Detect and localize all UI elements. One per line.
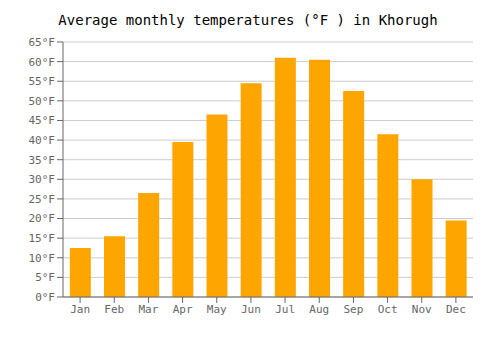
svg-text:15°F: 15°F <box>29 232 56 245</box>
svg-text:55°F: 55°F <box>29 75 56 88</box>
svg-text:Apr: Apr <box>173 303 193 316</box>
svg-text:50°F: 50°F <box>29 95 56 108</box>
svg-text:40°F: 40°F <box>29 134 56 147</box>
svg-text:Oct: Oct <box>378 303 398 316</box>
svg-text:25°F: 25°F <box>29 193 56 206</box>
svg-text:60°F: 60°F <box>29 56 56 69</box>
svg-text:5°F: 5°F <box>35 271 55 284</box>
svg-text:Jan: Jan <box>70 303 90 316</box>
svg-text:20°F: 20°F <box>29 212 56 225</box>
svg-text:10°F: 10°F <box>29 252 56 265</box>
svg-text:Nov: Nov <box>412 303 432 316</box>
svg-text:Aug: Aug <box>309 303 329 316</box>
svg-text:Feb: Feb <box>104 303 124 316</box>
svg-text:0°F: 0°F <box>35 291 55 304</box>
svg-text:35°F: 35°F <box>29 154 56 167</box>
svg-text:65°F: 65°F <box>29 36 56 49</box>
svg-text:Mar: Mar <box>138 303 158 316</box>
svg-text:May: May <box>207 303 227 316</box>
svg-text:45°F: 45°F <box>29 114 56 127</box>
svg-text:Jul: Jul <box>275 303 295 316</box>
svg-text:Jun: Jun <box>241 303 261 316</box>
html-text:Average monthly temperatures (: Average monthly temperatures (°F ) in Kh… <box>58 12 438 28</box>
svg-text:Dec: Dec <box>446 303 466 316</box>
svg-text:30°F: 30°F <box>29 173 56 186</box>
svg-text:Sep: Sep <box>343 303 363 316</box>
